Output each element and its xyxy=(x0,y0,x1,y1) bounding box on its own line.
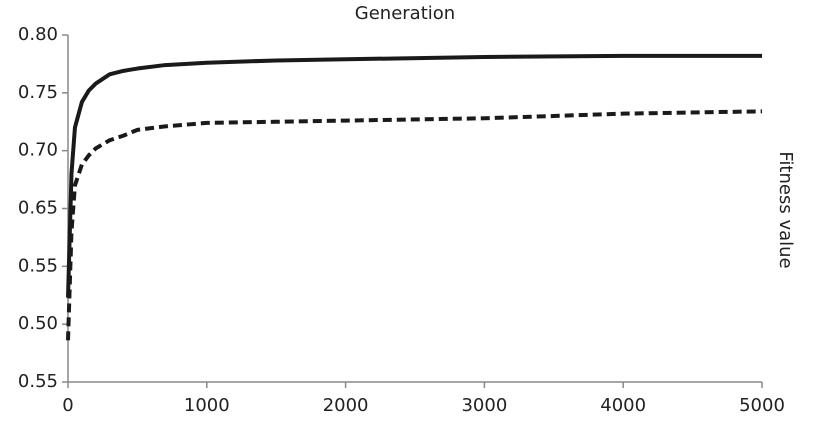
y-axis-label: Fitness value xyxy=(775,151,796,268)
chart-title: Generation xyxy=(355,3,455,24)
x-tick-label: 1000 xyxy=(184,395,230,416)
y-tick-label: 0.50 xyxy=(18,313,58,334)
x-tick-label: 3000 xyxy=(461,395,507,416)
y-tick-label: 0.65 xyxy=(18,198,58,219)
x-tick-label: 0 xyxy=(62,395,73,416)
x-tick-label: 2000 xyxy=(323,395,369,416)
y-tick-label: 0.55 xyxy=(18,371,58,392)
y-tick-label: 0.80 xyxy=(18,24,58,45)
y-tick-label: 0.55 xyxy=(18,255,58,276)
y-tick-label: 0.75 xyxy=(18,82,58,103)
line-series xyxy=(66,53,762,298)
x-tick-label: 4000 xyxy=(600,395,646,416)
line-series xyxy=(66,109,763,341)
y-tick-label: 0.70 xyxy=(18,140,58,161)
x-tick-label: 5000 xyxy=(739,395,785,416)
